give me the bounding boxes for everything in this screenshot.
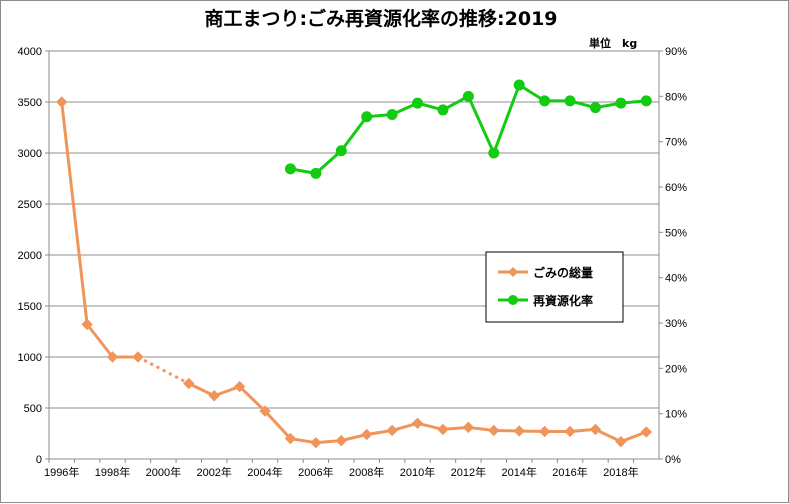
data-point (208, 390, 220, 402)
series-layer (56, 79, 652, 449)
data-point (386, 424, 398, 437)
right-tick-label: 80% (665, 91, 687, 103)
legend-item: ごみの総量 (498, 265, 593, 280)
data-point (284, 432, 297, 445)
x-tick-label: 1998年 (95, 465, 130, 479)
x-tick-label: 2002年 (196, 465, 231, 479)
data-point (488, 424, 500, 437)
legend-swatch-marker (508, 295, 518, 305)
x-tick-label: 2000年 (146, 465, 181, 479)
right-tick-label: 40% (665, 273, 687, 285)
data-point (335, 434, 347, 447)
data-point (513, 425, 525, 437)
data-point (81, 318, 93, 331)
x-tick-label: 2012年 (451, 465, 486, 479)
right-tick-label: 10% (665, 409, 687, 421)
legend-label: ごみの総量 (533, 265, 593, 280)
data-point (539, 95, 551, 107)
data-point (564, 425, 576, 438)
series-dotted-connector (137, 355, 190, 385)
right-tick-label: 20% (665, 363, 687, 375)
data-point (310, 436, 322, 449)
data-point (437, 104, 449, 116)
right-tick-label: 90% (665, 46, 687, 58)
data-point (538, 425, 551, 438)
left-tick-label: 0 (36, 454, 42, 466)
series-line (188, 382, 647, 445)
x-tick-label: 2006年 (298, 465, 333, 479)
left-tick-label: 1500 (18, 301, 42, 313)
data-point (183, 377, 195, 390)
x-tick-label: 1996年 (44, 465, 79, 479)
right-tick-label: 30% (665, 318, 687, 330)
legend-item: 再資源化率 (498, 293, 593, 308)
left-tick-label: 1000 (18, 352, 42, 364)
right-tick-label: 70% (665, 137, 687, 149)
unit-label: 単位 kg (589, 36, 637, 50)
right-tick-label: 0% (665, 454, 681, 466)
data-point (615, 97, 627, 109)
x-tick-label: 2004年 (247, 465, 282, 479)
left-axis-ticks: 0 500 1000 1500 2000 2500 3000 3500 4000 (18, 46, 49, 466)
legend-swatch-marker (508, 267, 518, 277)
data-point (412, 97, 424, 109)
data-point (513, 79, 525, 91)
data-point (56, 96, 68, 108)
data-point (640, 95, 652, 107)
data-point (411, 417, 424, 430)
x-tick-label: 2010年 (400, 465, 435, 479)
data-point (589, 423, 602, 436)
left-tick-label: 3000 (18, 148, 42, 160)
data-point (589, 102, 601, 114)
left-tick-label: 3500 (18, 97, 42, 109)
left-tick-label: 2500 (18, 199, 42, 211)
left-tick-label: 2000 (18, 250, 42, 262)
x-axis-ticks: 1996年 1998年 2000年 2002年 2004年 2006年 2008年 2010年… (44, 459, 639, 479)
data-point (361, 111, 373, 123)
data-point (259, 405, 271, 417)
data-point (361, 428, 373, 441)
data-point (564, 95, 576, 107)
x-tick-label: 2014年 (501, 465, 536, 479)
chart-title: 商工まつり:ごみ再資源化率の推移:2019 (204, 7, 557, 30)
data-point (386, 108, 398, 120)
right-axis-ticks: 0% 10% 20% 30% 40% 50% 60% 70% 80% 90% (659, 46, 687, 466)
data-point (462, 90, 474, 102)
data-point (640, 426, 652, 438)
legend-box (485, 251, 624, 323)
left-tick-label: 4000 (18, 46, 42, 58)
x-tick-label: 2008年 (349, 465, 384, 479)
data-point (284, 163, 296, 175)
series-2 (284, 79, 652, 179)
left-tick-label: 500 (24, 403, 42, 415)
right-tick-label: 50% (665, 227, 687, 239)
data-point (488, 147, 500, 159)
series-line (60, 101, 138, 359)
series-1 (56, 96, 652, 449)
data-point (437, 423, 449, 436)
data-point (310, 167, 322, 179)
x-tick-label: 2016年 (552, 465, 587, 479)
right-tick-label: 60% (665, 182, 687, 194)
gridlines (49, 50, 659, 460)
data-point (233, 380, 246, 393)
data-point (462, 421, 475, 434)
data-point (106, 351, 119, 363)
data-point (615, 435, 627, 448)
data-point (335, 145, 347, 157)
legend-label: 再資源化率 (533, 293, 593, 308)
data-point (132, 351, 144, 363)
x-tick-label: 2018年 (603, 465, 638, 479)
